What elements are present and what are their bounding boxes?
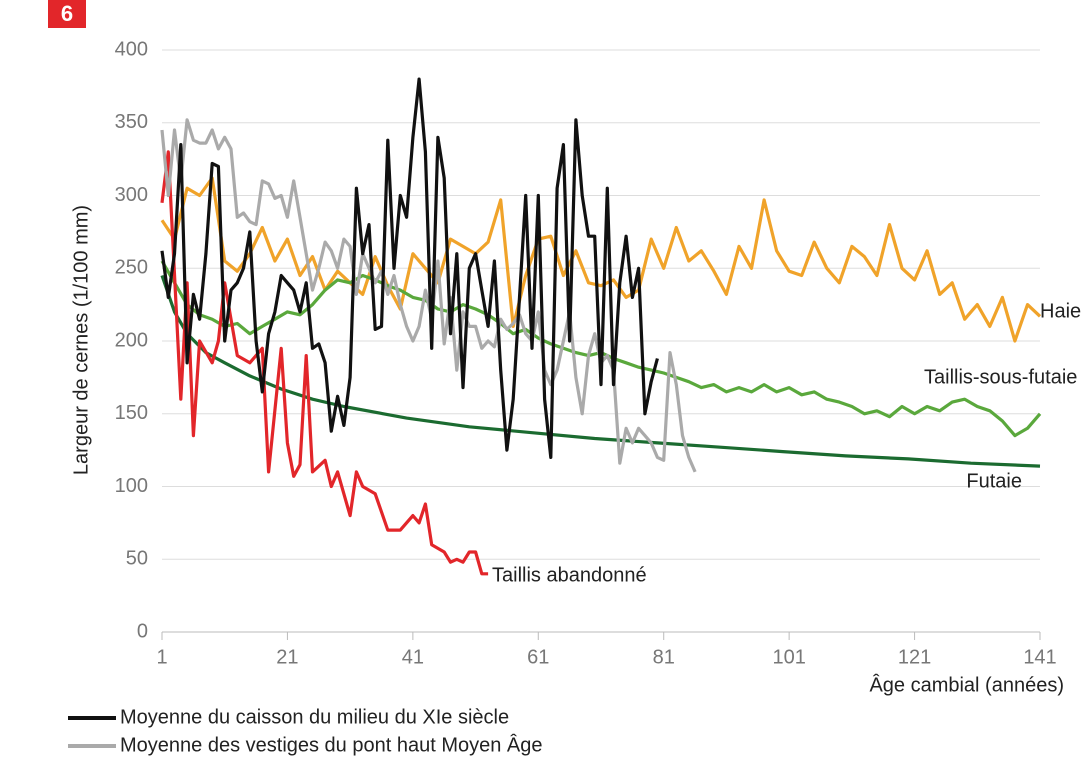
x-tick-label: 41 xyxy=(402,646,424,668)
x-tick-label: 81 xyxy=(653,646,675,668)
series-line xyxy=(160,176,1042,343)
y-tick-label: 400 xyxy=(115,38,148,60)
badge-box xyxy=(48,0,86,28)
y-tick-label: 250 xyxy=(115,257,148,279)
y-tick-label: 300 xyxy=(115,184,148,206)
y-tick-label: 0 xyxy=(137,620,148,642)
x-tick-label: 101 xyxy=(772,646,805,668)
series-line xyxy=(160,150,489,576)
y-tick-label: 50 xyxy=(126,548,148,570)
series-line xyxy=(160,118,697,473)
legend-label: Moyenne des vestiges du pont haut Moyen … xyxy=(120,733,543,756)
y-tick-label: 150 xyxy=(115,402,148,424)
x-tick-label: 121 xyxy=(898,646,931,668)
series-label: Futaie xyxy=(966,470,1022,492)
y-axis-title: Largeur de cernes (1/100 mm) xyxy=(70,205,92,475)
legend-label: Moyenne du caisson du milieu du XIe sièc… xyxy=(120,706,509,728)
y-tick-label: 100 xyxy=(115,475,148,497)
x-axis-title: Âge cambial (années) xyxy=(869,673,1064,696)
x-tick-label: 61 xyxy=(527,646,549,668)
y-tick-label: 350 xyxy=(115,111,148,133)
y-tick-label: 200 xyxy=(115,329,148,351)
series-line xyxy=(160,77,659,459)
series-label: Taillis abandonné xyxy=(492,564,647,586)
x-tick-label: 21 xyxy=(276,646,298,668)
series-label: Haie xyxy=(1040,300,1081,322)
series-label: Taillis-sous-futaie xyxy=(924,366,1077,388)
x-tick-label: 141 xyxy=(1023,646,1056,668)
badge: 6 xyxy=(61,1,73,26)
x-tick-label: 1 xyxy=(156,646,167,668)
